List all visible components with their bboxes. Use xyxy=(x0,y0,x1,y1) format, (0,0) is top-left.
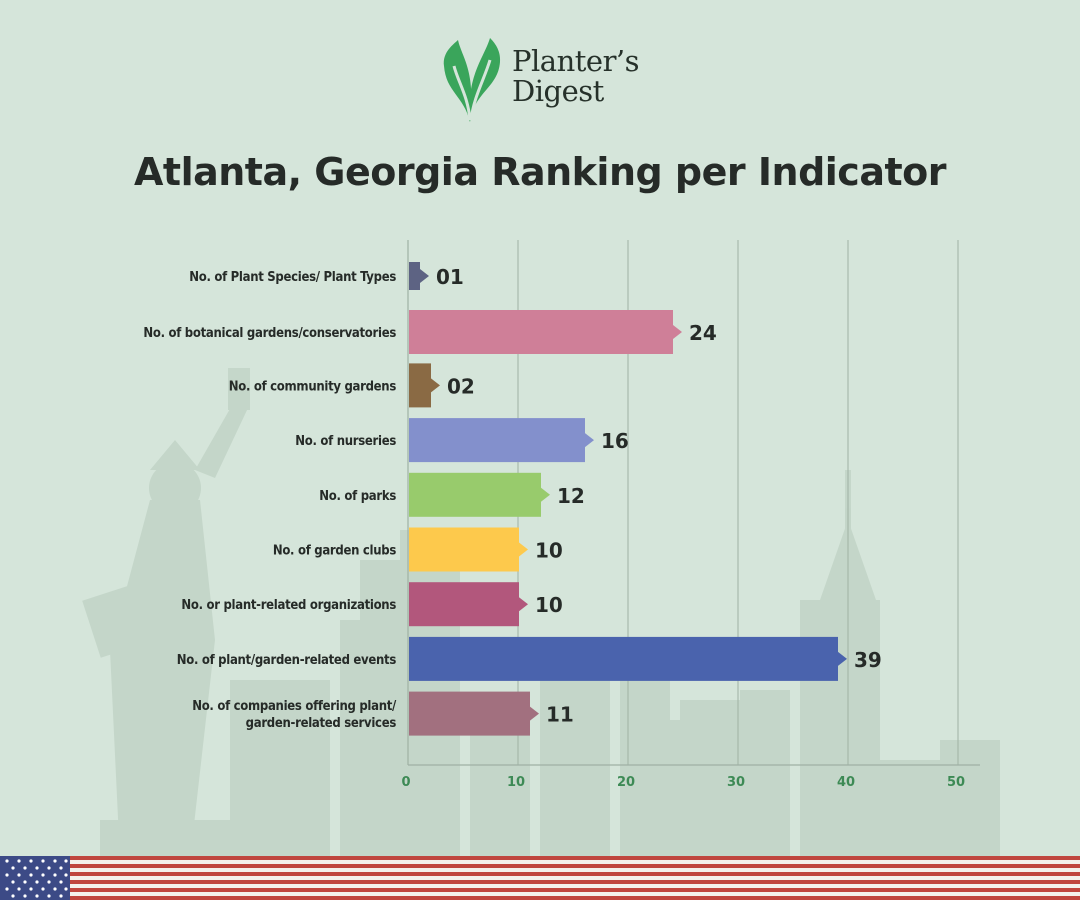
category-label: No. of companies offering plant/ xyxy=(192,699,397,714)
x-tick-label: 20 xyxy=(617,775,635,790)
data-label: 16 xyxy=(601,429,629,453)
x-tick-label: 50 xyxy=(947,775,965,790)
data-label: 11 xyxy=(546,703,574,727)
bar xyxy=(409,636,838,681)
bar-pointer xyxy=(530,706,539,721)
data-label: 10 xyxy=(535,539,563,563)
bar-pointer xyxy=(519,542,528,557)
category-label: No. of community gardens xyxy=(229,379,397,394)
bar xyxy=(409,262,420,290)
bar xyxy=(409,582,519,627)
category-label: No. of botanical gardens/conservatories xyxy=(143,326,396,341)
brand-name-line1: Planter’s xyxy=(512,44,640,78)
flag-canton xyxy=(0,856,70,900)
brand-name: Planter’s Digest xyxy=(512,44,640,108)
bar xyxy=(409,418,585,463)
category-label: No. or plant-related organizations xyxy=(181,598,396,613)
flag-stars-icon xyxy=(5,859,68,898)
x-tick-label: 0 xyxy=(401,775,410,790)
data-label: 10 xyxy=(535,593,563,617)
us-flag-strip xyxy=(0,856,1080,900)
category-label: garden-related services xyxy=(246,716,397,731)
bar-pointer xyxy=(431,378,440,393)
data-label: 12 xyxy=(557,484,585,508)
bar-pointer xyxy=(585,433,594,448)
category-label: No. of parks xyxy=(319,489,396,504)
leaf-sprout-icon xyxy=(443,38,501,122)
brand-logo: Planter’s Digest xyxy=(440,36,660,128)
x-tick-label: 40 xyxy=(837,775,855,790)
bar-pointer xyxy=(519,597,528,612)
data-label: 02 xyxy=(447,374,475,398)
bar-pointer xyxy=(838,651,847,666)
bar xyxy=(409,527,519,572)
category-label: No. of garden clubs xyxy=(273,544,397,559)
brand-name-line2: Digest xyxy=(512,74,604,108)
x-tick-label: 10 xyxy=(507,775,525,790)
data-label: 01 xyxy=(436,265,464,289)
bar xyxy=(409,310,673,354)
x-tick-label: 30 xyxy=(727,775,745,790)
bar xyxy=(409,472,541,517)
category-label: No. of plant/garden-related events xyxy=(177,653,397,668)
bar-pointer xyxy=(420,269,429,283)
page-title: Atlanta, Georgia Ranking per Indicator xyxy=(134,150,946,194)
data-label: 39 xyxy=(854,648,882,672)
bar-pointer xyxy=(673,325,682,339)
category-label: No. of nurseries xyxy=(295,434,396,449)
bar xyxy=(409,691,530,736)
bar-pointer xyxy=(541,487,550,502)
bar xyxy=(409,363,431,408)
category-label: No. of Plant Species/ Plant Types xyxy=(189,270,396,285)
data-label: 24 xyxy=(689,321,717,345)
